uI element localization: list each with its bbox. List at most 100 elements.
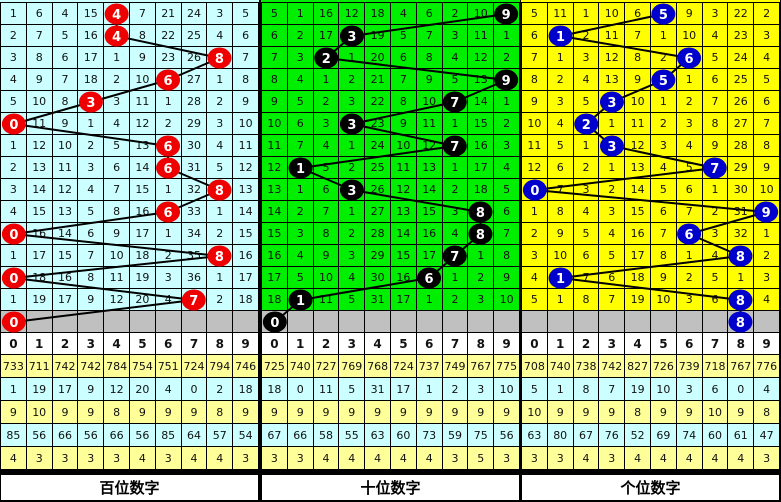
grid-cell: 6 — [78, 223, 104, 244]
stat-cell: 1 — [547, 378, 573, 400]
grid-cell — [313, 47, 339, 68]
grid-cell: 4 — [287, 69, 313, 90]
stat-cell: 56 — [78, 424, 104, 446]
digit-header: 4 — [104, 333, 129, 354]
stat-cell: 726 — [650, 355, 676, 377]
stat-cell: 10 — [650, 378, 676, 400]
grid-cell: 10 — [522, 113, 547, 134]
grid-cell: 12 — [599, 47, 625, 68]
grid-cell: 32 — [728, 223, 754, 244]
grid-cell: 1 — [728, 267, 754, 288]
current-row-cell — [104, 311, 129, 332]
grid-cell: 9 — [233, 91, 258, 112]
current-row-cell — [365, 311, 390, 332]
stat-cell: 63 — [522, 424, 547, 446]
grid-cell: 16 — [52, 267, 78, 288]
grid-cell — [78, 91, 104, 112]
stat-cell: 17 — [52, 378, 78, 400]
grid-cell: 7 — [573, 267, 599, 288]
stat-cell: 9 — [339, 401, 365, 423]
digit-header: 1 — [547, 333, 573, 354]
grid-cell: 20 — [365, 47, 390, 68]
grid-cell: 15 — [26, 201, 52, 222]
grid-cell: 9 — [390, 113, 416, 134]
grid-cell: 6 — [390, 47, 416, 68]
grid-cell: 8 — [26, 47, 52, 68]
stat-cell: 3 — [287, 447, 313, 469]
stat-cell: 768 — [365, 355, 390, 377]
grid-cell: 2 — [702, 201, 728, 222]
grid-cell: 1 — [754, 223, 779, 244]
stat-cell: 3 — [155, 447, 181, 469]
stat-cell: 9 — [287, 401, 313, 423]
grid-cell: 15 — [78, 3, 104, 24]
grid-cell: 12 — [416, 135, 442, 156]
grid-cell: 12 — [625, 135, 650, 156]
digit-header: 3 — [599, 333, 625, 354]
grid-cell: 16 — [313, 3, 339, 24]
grid-cell: 26 — [365, 179, 390, 200]
grid-cell: 10 — [468, 3, 494, 24]
digit-header: 9 — [754, 333, 779, 354]
grid-cell: 1 — [313, 69, 339, 90]
grid-cell: 9 — [522, 91, 547, 112]
grid-cell: 29 — [365, 245, 390, 266]
grid-cell: 16 — [416, 223, 442, 244]
stat-cell: 60 — [390, 424, 416, 446]
digit-header: 6 — [416, 333, 442, 354]
stat-cell: 6 — [702, 378, 728, 400]
grid-cell: 9 — [416, 69, 442, 90]
current-row-cell — [702, 311, 728, 332]
grid-cell: 5 — [573, 223, 599, 244]
grid-cell: 6 — [625, 3, 650, 24]
stat-cell: 85 — [155, 424, 181, 446]
grid-cell: 17 — [78, 47, 104, 68]
stat-cell: 10 — [494, 378, 519, 400]
grid-cell: 9 — [26, 69, 52, 90]
grid-cell: 11 — [233, 135, 258, 156]
grid-cell: 2 — [494, 47, 519, 68]
grid-cell: 2 — [313, 91, 339, 112]
grid-cell: 10 — [233, 113, 258, 134]
grid-cell: 1 — [702, 179, 728, 200]
stat-cell: 3 — [104, 447, 129, 469]
grid-cell: 12 — [104, 289, 129, 310]
grid-cell: 15 — [390, 245, 416, 266]
stat-cell: 3 — [522, 447, 547, 469]
stat-cell: 733 — [1, 355, 26, 377]
grid-cell: 18 — [262, 289, 287, 310]
grid-cell: 15 — [262, 223, 287, 244]
grid-cell: 1 — [522, 201, 547, 222]
grid-cell: 9 — [547, 223, 573, 244]
grid-cell: 10 — [599, 3, 625, 24]
current-row-cell — [129, 311, 155, 332]
stat-cell: 738 — [573, 355, 599, 377]
grid-cell: 7 — [416, 25, 442, 46]
grid-cell: 1 — [287, 3, 313, 24]
grid-cell: 8 — [52, 91, 78, 112]
stat-cell: 711 — [26, 355, 52, 377]
stat-cell: 85 — [1, 424, 26, 446]
grid-cell: 7 — [26, 25, 52, 46]
grid-cell: 1 — [339, 47, 365, 68]
stat-cell: 769 — [339, 355, 365, 377]
grid-cell: 5 — [754, 69, 779, 90]
grid-cell: 3 — [442, 201, 468, 222]
grid-cell: 15 — [468, 113, 494, 134]
grid-cell: 16 — [78, 25, 104, 46]
grid-cell: 10 — [754, 179, 779, 200]
grid-cell — [728, 289, 754, 310]
grid-cell: 1 — [155, 179, 181, 200]
grid-cell: 19 — [26, 289, 52, 310]
grid-cell: 8 — [129, 25, 155, 46]
grid-cell: 14 — [26, 179, 52, 200]
section-2: 5 11 1 10 6 9 3 22 2 6 2 11 7 1 10 4 23 3 7 1 3 12 8 2 5 24 4 8 2 4 13… — [521, 0, 780, 502]
stat-cell: 742 — [78, 355, 104, 377]
stat-cell: 47 — [754, 424, 779, 446]
grid-cell: 3 — [547, 91, 573, 112]
grid-cell: 8 — [313, 223, 339, 244]
stat-cell: 767 — [468, 355, 494, 377]
grid-cell: 1 — [599, 157, 625, 178]
stat-cell: 4 — [754, 378, 779, 400]
stat-cell: 727 — [313, 355, 339, 377]
